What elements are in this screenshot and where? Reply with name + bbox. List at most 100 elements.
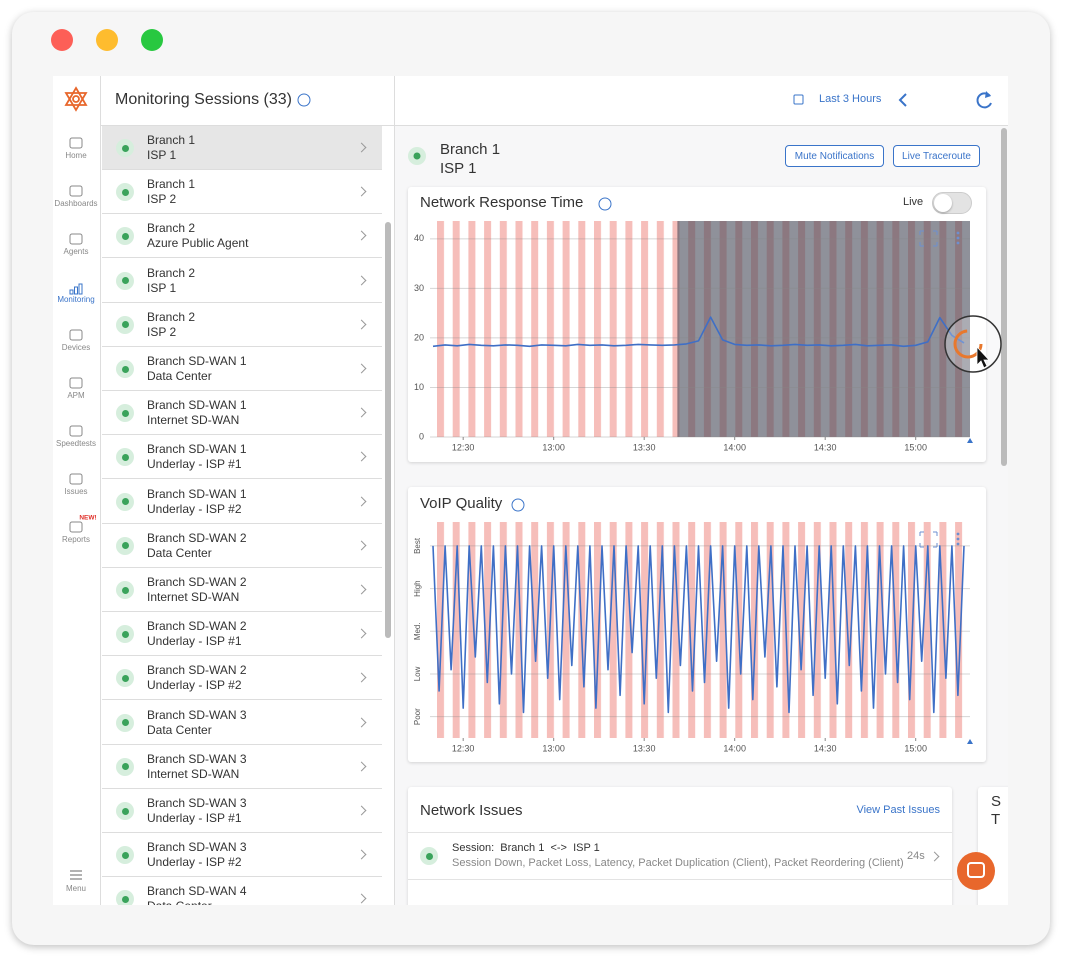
- issue-age: 24s: [907, 850, 925, 862]
- chevron: [929, 851, 940, 862]
- session-detail: Internet SD-WAN: [147, 766, 240, 781]
- status-dot-core: [425, 852, 433, 860]
- session-row[interactable]: Branch 2 ISP 1: [102, 258, 382, 303]
- status-dot: [116, 581, 134, 599]
- session-row[interactable]: Branch SD-WAN 2 Internet SD-WAN: [102, 568, 382, 612]
- session-detail: ISP 1: [147, 280, 177, 295]
- chevron: [356, 717, 367, 728]
- status-dot-core: [121, 763, 129, 771]
- session-row[interactable]: Branch SD-WAN 2 Data Center: [102, 523, 382, 568]
- session-name: Branch SD-WAN 3: [147, 796, 247, 810]
- chevron: [356, 230, 367, 241]
- session-name: Branch SD-WAN 3: [147, 751, 247, 766]
- session-detail: Internet SD-WAN: [147, 590, 240, 604]
- session-row[interactable]: Branch SD-WAN 1 Underlay - ISP #1: [102, 435, 382, 480]
- session-name: Branch SD-WAN 2: [147, 619, 247, 634]
- session-name: Branch SD-WAN 2: [147, 530, 247, 545]
- time-range[interactable]: Last 3 Hours: [819, 93, 882, 105]
- chevron: [356, 540, 367, 551]
- status-dot: [116, 625, 134, 644]
- past-issues-link[interactable]: View Past Issues: [856, 804, 940, 816]
- side-card: S T: [978, 787, 1008, 905]
- session-detail: Azure Public Agent: [147, 236, 249, 251]
- status-dot: [116, 404, 134, 423]
- session-detail: Underlay - ISP #2: [147, 501, 242, 516]
- status-dot-core: [121, 674, 129, 682]
- session-detail: Internet SD-WAN: [147, 413, 240, 428]
- status-dot-core: [121, 586, 129, 594]
- session-row[interactable]: Branch 1 ISP 2: [102, 170, 382, 215]
- status-dot: [116, 846, 134, 865]
- session-row[interactable]: Branch SD-WAN 4Data Center: [102, 877, 382, 905]
- session-detail: Data Center: [147, 545, 212, 560]
- status-dot-core: [121, 365, 129, 373]
- status-dot: [116, 669, 134, 688]
- status-dot-core: [121, 409, 129, 417]
- status-dot: [116, 448, 134, 467]
- session-name: Branch SD-WAN 4: [147, 884, 247, 899]
- status-dot: [116, 315, 134, 334]
- session-row[interactable]: Branch SD-WAN 1 Internet SD-WAN: [102, 391, 382, 436]
- status-dot: [116, 890, 134, 905]
- status-dot: [116, 271, 134, 290]
- mute-button[interactable]: Mute Notifications: [785, 145, 884, 167]
- main-scrollbar: [1001, 128, 1007, 466]
- side-card-line: S: [991, 793, 1002, 810]
- status-dot: [116, 757, 134, 776]
- session-row[interactable]: Branch SD-WAN 3 Underlay - ISP #1: [102, 789, 382, 833]
- chevron: [356, 407, 367, 418]
- session-detail: Underlay - ISP #2: [147, 678, 242, 693]
- session-row[interactable]: Branch SD-WAN 3 Data Center: [102, 700, 382, 745]
- chevron: [356, 186, 367, 197]
- session-row[interactable]: Branch 2 Azure Public Agent: [102, 214, 382, 259]
- session-row[interactable]: Branch SD-WAN 1 Underlay - ISP #2: [102, 479, 382, 524]
- session-name: Branch 2: [147, 265, 196, 280]
- session-row[interactable]: Branch SD-WAN 1 Data Center: [102, 347, 382, 391]
- status-dot: [420, 847, 438, 865]
- session-detail: ISP 1: [147, 148, 177, 162]
- chevron: [356, 451, 367, 462]
- session-row[interactable]: Branch 2 ISP 2: [102, 302, 382, 347]
- status-dot-core: [121, 895, 129, 903]
- status-dot: [116, 492, 134, 511]
- session-name: Branch 1: [440, 141, 501, 158]
- session-name: Branch 1: [147, 177, 196, 192]
- session-row[interactable]: Branch SD-WAN 2 Underlay - ISP #2: [102, 656, 382, 701]
- live-toggle[interactable]: [932, 192, 972, 214]
- issue-row[interactable]: Session: Branch 1 <-> ISP 1 Session Down…: [408, 832, 952, 880]
- status-dot: [116, 139, 134, 157]
- side-nav: [53, 76, 101, 905]
- status-dot-core: [121, 144, 129, 152]
- chevron: [356, 142, 367, 153]
- status-dot: [116, 183, 134, 202]
- status-dot-core: [121, 498, 129, 506]
- toggle-knob: [934, 194, 952, 212]
- session-row[interactable]: Branch 1 ISP 1: [102, 126, 382, 170]
- status-dot: [116, 227, 134, 246]
- traceroute-button[interactable]: Live Traceroute: [893, 145, 980, 167]
- status-dot-core: [121, 232, 129, 240]
- issues-title: Network Issues: [420, 802, 523, 819]
- session-row[interactable]: Branch SD-WAN 2 Underlay - ISP #1: [102, 612, 382, 657]
- issues-card: Network Issues View Past Issues Session:…: [408, 787, 952, 905]
- session-detail: Underlay - ISP #1: [147, 811, 242, 825]
- status-dot-core: [121, 542, 129, 550]
- session-detail: ISP 2: [147, 192, 177, 207]
- status-dot: [116, 360, 134, 378]
- chevron: [356, 275, 367, 286]
- session-row[interactable]: Branch SD-WAN 3 Underlay - ISP #2: [102, 833, 382, 878]
- sessions-title: Monitoring Sessions (33): [115, 91, 292, 108]
- status-dot-core: [121, 453, 129, 461]
- chevron: [356, 805, 367, 816]
- session-row[interactable]: Branch SD-WAN 3 Internet SD-WAN: [102, 744, 382, 789]
- status-dot-core: [121, 630, 129, 638]
- session-name: Branch SD-WAN 1: [147, 486, 247, 501]
- voip-card: [408, 487, 986, 762]
- status-dot-core: [121, 719, 129, 727]
- session-detail: Underlay - ISP #1: [147, 634, 242, 649]
- status-dot-core: [121, 321, 129, 329]
- session-name: Branch 2: [147, 221, 196, 236]
- chevron: [356, 672, 367, 683]
- session-name: Branch SD-WAN 3: [147, 840, 247, 855]
